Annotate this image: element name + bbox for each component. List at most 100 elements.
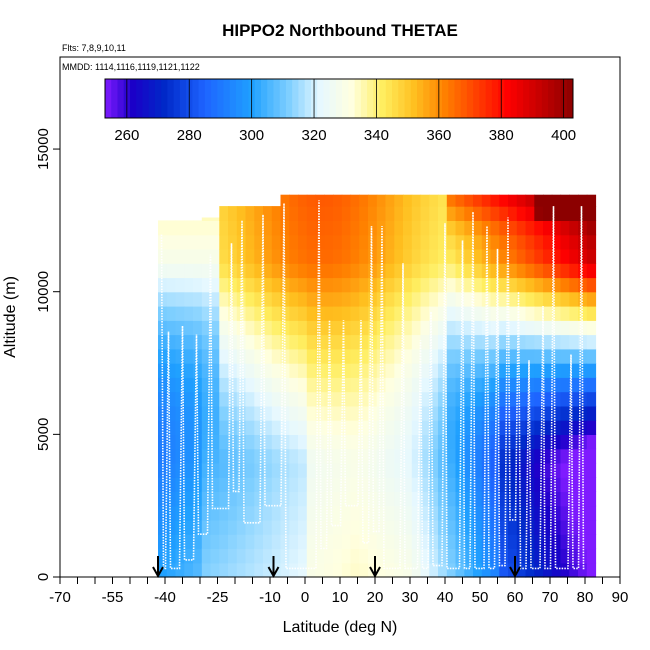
heatmap-cell: [569, 562, 579, 578]
heatmap-cell: [210, 505, 220, 521]
heatmap-cell: [201, 234, 212, 250]
arrow-head: [369, 566, 381, 579]
heatmap-cell: [166, 306, 177, 321]
heatmap-cell: [481, 548, 492, 564]
heatmap-cell: [420, 462, 430, 478]
heatmap-cell: [420, 277, 430, 293]
heatmap-cell: [271, 334, 282, 350]
heatmap-cell: [306, 462, 317, 478]
heatmap-cell: [210, 391, 220, 407]
heatmap-cell: [359, 320, 369, 336]
heatmap-cell: [166, 534, 177, 550]
heatmap-cell: [499, 334, 509, 350]
heatmap-cell: [376, 462, 387, 478]
heatmap-cell: [560, 320, 570, 336]
heatmap-cell: [446, 519, 457, 535]
heatmap-cell: [586, 548, 597, 564]
heatmap-cell: [368, 548, 378, 564]
heatmap-cell: [324, 448, 334, 464]
heatmap-cell: [420, 434, 430, 450]
heatmap-cell: [481, 562, 492, 578]
heatmap-cell: [245, 320, 255, 336]
heatmap-cell: [315, 194, 325, 207]
heatmap-cell: [490, 420, 500, 435]
heatmap-cell: [376, 477, 387, 492]
heatmap-cell: [350, 220, 360, 236]
heatmap-cell: [569, 519, 579, 535]
heatmap-cell: [201, 519, 212, 535]
heatmap-cell: [306, 548, 317, 564]
heatmap-cell: [499, 391, 509, 407]
heatmap-cell: [394, 391, 404, 407]
heatmap-cell: [560, 548, 570, 564]
heatmap-cell: [481, 334, 492, 350]
heatmap-cell: [490, 405, 500, 421]
x-tick-label: 20: [367, 589, 384, 606]
heatmap-cell: [578, 562, 588, 578]
heatmap-cell: [385, 534, 395, 550]
heatmap-cell: [455, 194, 465, 207]
heatmap-cell: [385, 405, 395, 421]
heatmap-cell: [254, 420, 264, 435]
heatmap-cell: [455, 206, 465, 221]
heatmap-cell: [184, 277, 194, 293]
heatmap-cell: [446, 448, 457, 464]
heatmap-cell: [490, 363, 500, 378]
heatmap-cell: [525, 306, 535, 321]
heatmap-cell: [175, 391, 185, 407]
heatmap-cell: [271, 206, 282, 221]
colorbar-swatch: [404, 79, 412, 118]
heatmap-cell: [298, 320, 308, 336]
heatmap-cell: [455, 277, 465, 293]
heatmap-cell: [508, 477, 518, 492]
heatmap-cell: [586, 505, 597, 521]
heatmap-cell: [184, 519, 194, 535]
heatmap-cell: [324, 477, 334, 492]
colorbar-swatch: [136, 79, 143, 118]
heatmap-cell: [315, 548, 325, 564]
heatmap-cell: [263, 548, 273, 564]
heatmap-cell: [481, 505, 492, 521]
heatmap-cell: [586, 562, 597, 578]
heatmap-cell: [201, 562, 212, 578]
colorbar-swatch: [510, 79, 518, 118]
heatmap-cell: [516, 420, 527, 435]
heatmap-cell: [534, 491, 544, 507]
heatmap-cell: [193, 420, 203, 435]
heatmap-cell: [306, 477, 317, 492]
heatmap-cell: [263, 334, 273, 350]
heatmap-cell: [228, 234, 238, 250]
heatmap-cell: [324, 220, 334, 236]
heatmap-cell: [394, 234, 404, 250]
heatmap-cell: [175, 277, 185, 293]
heatmap-cell: [271, 263, 282, 279]
heatmap-cell: [499, 363, 509, 378]
heatmap-cell: [298, 248, 308, 264]
heatmap-cell: [578, 263, 588, 279]
heatmap-cell: [236, 291, 247, 307]
heatmap-cell: [420, 234, 430, 250]
heatmap-cell: [446, 263, 457, 279]
heatmap-cell: [499, 194, 509, 207]
dates-label: MMDD: 1114,1116,1119,1121,1122: [62, 62, 200, 72]
heatmap-cell: [403, 462, 413, 478]
heatmap-cell: [271, 320, 282, 336]
heatmap-cell: [578, 306, 588, 321]
heatmap-cell: [263, 562, 273, 578]
heatmap-cell: [271, 462, 282, 478]
heatmap-cell: [551, 263, 562, 279]
heatmap-cell: [420, 377, 430, 393]
heatmap-cell: [175, 491, 185, 507]
heatmap-cell: [324, 206, 334, 221]
heatmap-cell: [490, 306, 500, 321]
heatmap-cell: [306, 220, 317, 236]
heatmap-cell: [236, 206, 247, 221]
heatmap-cell: [289, 363, 299, 378]
heatmap-cell: [184, 448, 194, 464]
heatmap-cell: [385, 391, 395, 407]
heatmap-cell: [420, 420, 430, 435]
heatmap-cell: [481, 405, 492, 421]
heatmap-cell: [245, 348, 255, 364]
heatmap-cell: [578, 548, 588, 564]
heatmap-cell: [438, 363, 448, 378]
